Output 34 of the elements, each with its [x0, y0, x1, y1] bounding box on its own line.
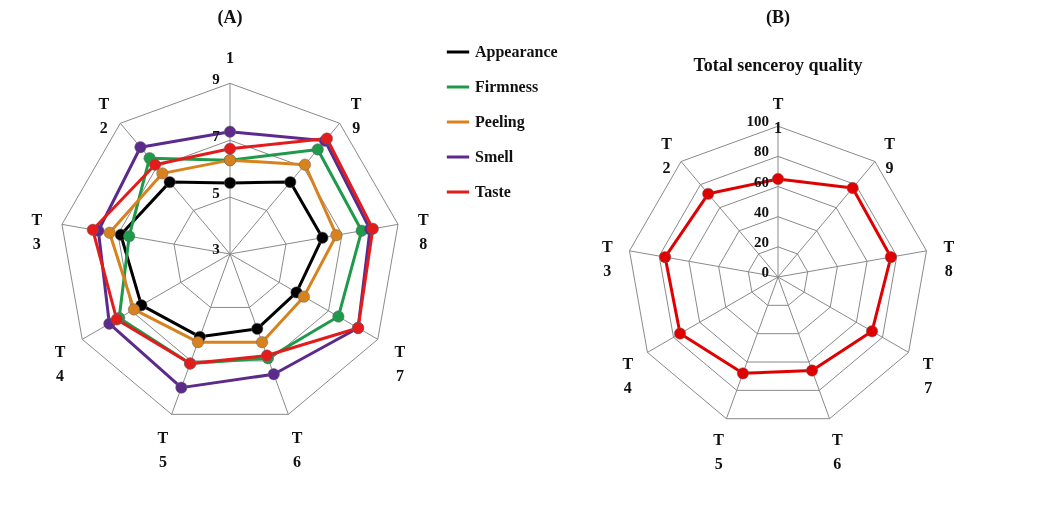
y-tick-label: 100 — [746, 113, 769, 130]
spoke-label: T 7 — [394, 343, 406, 385]
y-tick-label: 5 — [212, 184, 220, 201]
spoke-label: T 7 — [922, 354, 934, 396]
spoke-label: T 4 — [622, 354, 634, 396]
spoke-label: T 5 — [713, 430, 725, 472]
spoke-label: T 3 — [31, 210, 43, 252]
chart-title: (A) — [217, 7, 243, 28]
spoke-label: T 2 — [661, 135, 673, 177]
legend-label: Peeling — [475, 113, 525, 131]
chart-subtitle: Total senceroy quality — [693, 55, 863, 75]
spoke-label: T 1 — [772, 94, 784, 136]
legend-label: Firmness — [475, 78, 539, 95]
spoke-label: T 4 — [54, 343, 66, 385]
spoke-label: T 8 — [417, 210, 429, 252]
y-tick-label: 9 — [212, 70, 220, 87]
spoke-label: T 5 — [157, 429, 169, 471]
spoke-label: 1 — [226, 48, 234, 66]
spoke-label: T 9 — [350, 94, 362, 136]
spoke-label: T 9 — [884, 135, 896, 177]
legend-label: Appearance — [475, 43, 558, 61]
y-tick-label: 80 — [753, 143, 769, 160]
spoke-label: T 2 — [98, 94, 110, 136]
chart-title: (B) — [766, 7, 790, 28]
legend-label: Taste — [475, 183, 511, 200]
y-tick-label: 40 — [753, 203, 769, 220]
legend-label: Smell — [475, 148, 514, 165]
spoke-label: T 6 — [291, 429, 303, 471]
spoke-label: T 3 — [601, 237, 613, 279]
y-tick-label: 3 — [212, 241, 220, 258]
y-tick-label: 20 — [753, 233, 769, 250]
y-tick-label: 0 — [761, 264, 769, 281]
spoke-label: T 6 — [831, 430, 843, 472]
spoke-label: T 8 — [943, 237, 955, 279]
